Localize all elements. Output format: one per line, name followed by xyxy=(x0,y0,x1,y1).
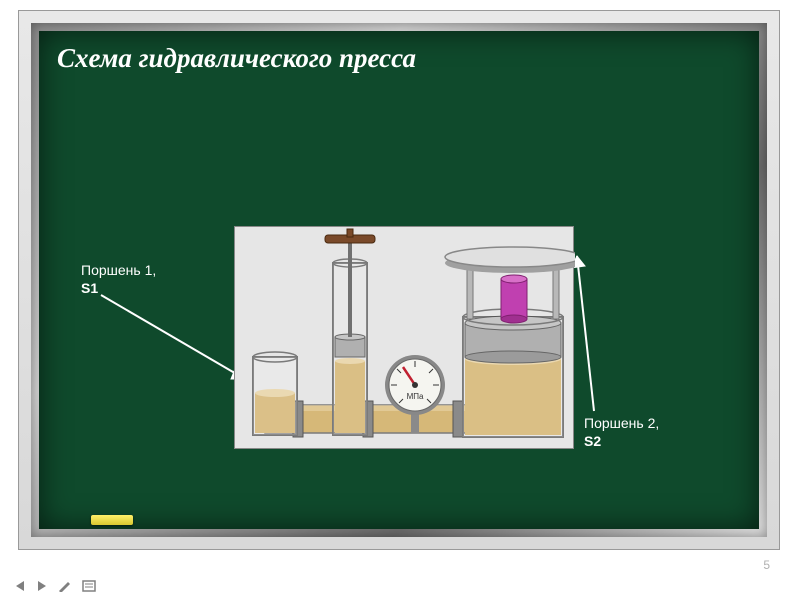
pump-cylinder xyxy=(325,229,375,435)
press-plate xyxy=(445,247,575,273)
prev-slide-icon[interactable] xyxy=(14,580,26,592)
next-slide-icon[interactable] xyxy=(36,580,48,592)
pen-tool-icon[interactable] xyxy=(58,580,72,592)
diagram-svg: МПа xyxy=(235,227,575,450)
chalkboard: Схема гидравлического пресса Поршень 1, … xyxy=(39,31,759,529)
gauge-unit-text: МПа xyxy=(407,392,424,401)
board-frame: Схема гидравлического пресса Поршень 1, … xyxy=(31,23,767,537)
piston1-label: Поршень 1, S1 xyxy=(81,261,191,297)
hydraulic-press-diagram: МПа xyxy=(234,226,574,449)
chalk-piece xyxy=(91,515,133,525)
piston1-label-line1: Поршень 1, xyxy=(81,262,156,278)
piston2-label-line2: S2 xyxy=(584,433,601,449)
piston2-label-line1: Поршень 2, xyxy=(584,415,659,431)
slide-number: 5 xyxy=(763,558,770,572)
piston2-label: Поршень 2, S2 xyxy=(584,414,694,450)
menu-icon[interactable] xyxy=(82,580,96,592)
large-cylinder xyxy=(463,309,563,437)
slide-page: Схема гидравлического пресса Поршень 1, … xyxy=(18,10,780,550)
piston1-label-line2: S1 xyxy=(81,280,98,296)
small-cylinder xyxy=(253,352,297,435)
pressed-object xyxy=(501,275,527,323)
presentation-toolbar xyxy=(14,580,96,592)
slide-title: Схема гидравлического пресса xyxy=(57,43,416,74)
